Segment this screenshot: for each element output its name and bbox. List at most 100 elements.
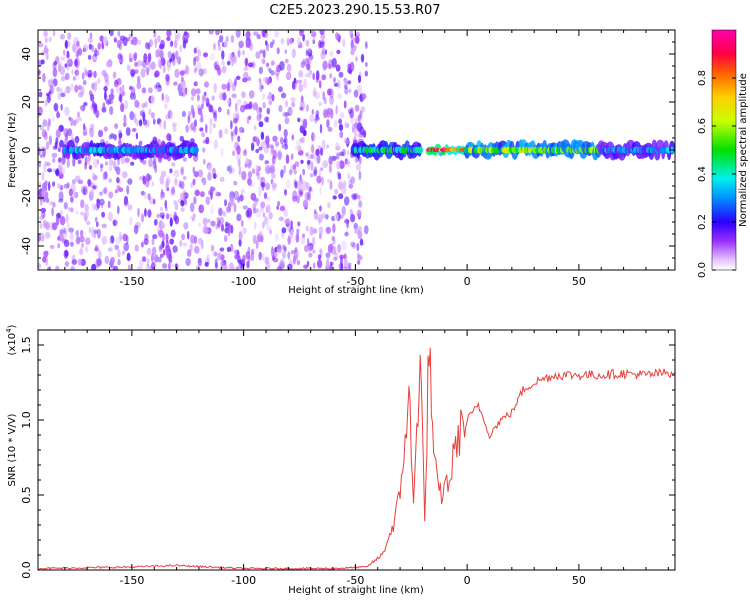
noise-dot <box>60 56 66 61</box>
noise-dot <box>60 103 63 111</box>
noise-dot <box>55 215 60 226</box>
noise-dot <box>42 219 47 229</box>
noise-dot <box>355 56 358 62</box>
noise-dot <box>68 188 73 197</box>
noise-dot <box>152 234 158 240</box>
noise-dot <box>207 171 212 181</box>
noise-dot <box>335 32 340 40</box>
noise-dot <box>325 226 331 234</box>
noise-dot <box>108 93 115 101</box>
noise-dot <box>226 165 230 172</box>
noise-dot <box>296 139 302 148</box>
noise-dot <box>147 52 152 63</box>
noise-dot <box>219 216 225 225</box>
noise-dot <box>141 87 147 94</box>
noise-dot <box>294 169 297 175</box>
noise-dot <box>42 256 47 263</box>
noise-dot <box>177 56 182 65</box>
noise-dot <box>151 237 155 246</box>
noise-dot <box>336 49 341 55</box>
noise-dot <box>226 98 230 105</box>
noise-dot <box>49 244 55 249</box>
noise-dot <box>74 58 78 67</box>
noise-dot <box>305 225 309 232</box>
spectrogram-feature-4 <box>463 139 602 161</box>
noise-dot <box>203 94 206 100</box>
noise-dot <box>43 30 49 38</box>
snr-plot-area <box>38 347 675 570</box>
noise-dot <box>263 192 268 200</box>
noise-dot <box>228 53 234 63</box>
noise-dot <box>86 220 91 226</box>
noise-dot <box>280 136 284 145</box>
noise-dot <box>356 209 362 218</box>
spectrogram-panel: -150 -100 -50 0 50 -40 -20 0 20 40 Height of stra… <box>7 29 676 296</box>
noise-dot <box>167 62 171 72</box>
noise-dot <box>173 200 178 205</box>
noise-dot <box>133 69 139 74</box>
noise-dot <box>316 175 322 184</box>
noise-dot <box>329 180 333 190</box>
noise-dot <box>79 235 85 243</box>
noise-dot <box>103 126 109 132</box>
noise-dot <box>319 41 325 49</box>
noise-dot <box>278 216 284 222</box>
noise-dot <box>285 154 290 165</box>
noise-dot <box>351 33 354 42</box>
noise-dot <box>305 104 309 112</box>
noise-dot <box>253 125 257 131</box>
noise-dot <box>160 191 166 199</box>
noise-dot <box>190 122 196 131</box>
noise-dot <box>264 160 270 165</box>
noise-dot <box>238 238 242 247</box>
noise-dot <box>297 36 301 46</box>
noise-dot <box>320 147 324 156</box>
noise-dot <box>112 219 118 226</box>
noise-dot <box>74 59 79 65</box>
noise-dot <box>164 93 169 104</box>
noise-dot <box>159 212 165 219</box>
noise-dot <box>310 173 314 178</box>
noise-dot <box>135 132 139 140</box>
noise-dot <box>270 164 276 174</box>
noise-dot <box>140 190 145 196</box>
noise-dot <box>43 250 49 258</box>
noise-dot <box>59 236 63 242</box>
noise-dot <box>280 92 287 99</box>
noise-dot <box>38 162 41 168</box>
noise-dot <box>317 254 322 260</box>
noise-dot <box>297 117 301 123</box>
noise-dot <box>197 169 204 178</box>
noise-dot <box>151 181 155 187</box>
noise-dot <box>166 133 172 141</box>
noise-dot <box>97 250 102 260</box>
noise-dot <box>333 76 336 83</box>
noise-dot <box>287 251 291 260</box>
noise-dot <box>365 62 368 67</box>
x-tick-label: -150 <box>119 574 144 587</box>
noise-dot <box>202 147 206 153</box>
noise-dot <box>142 159 147 165</box>
noise-dot <box>159 175 165 185</box>
noise-dot <box>167 262 171 270</box>
noise-dot <box>201 132 205 138</box>
noise-dot <box>181 70 187 75</box>
noise-dot <box>166 213 169 220</box>
page-title: C2E5.2023.290.15.53.R07 <box>269 3 440 18</box>
noise-dot <box>108 159 114 166</box>
noise-dot <box>309 113 315 123</box>
noise-dot <box>229 196 235 207</box>
noise-dot <box>127 204 133 211</box>
noise-dot <box>285 179 291 189</box>
noise-dot <box>52 78 58 87</box>
noise-dot <box>95 109 100 119</box>
noise-dot <box>302 181 308 191</box>
noise-dot <box>248 115 252 121</box>
noise-dot <box>83 123 86 131</box>
noise-dot <box>310 145 314 153</box>
noise-dot <box>144 208 147 217</box>
noise-dot <box>259 82 263 92</box>
noise-dot <box>270 247 275 257</box>
noise-dot <box>201 96 205 106</box>
noise-dot <box>117 249 121 258</box>
